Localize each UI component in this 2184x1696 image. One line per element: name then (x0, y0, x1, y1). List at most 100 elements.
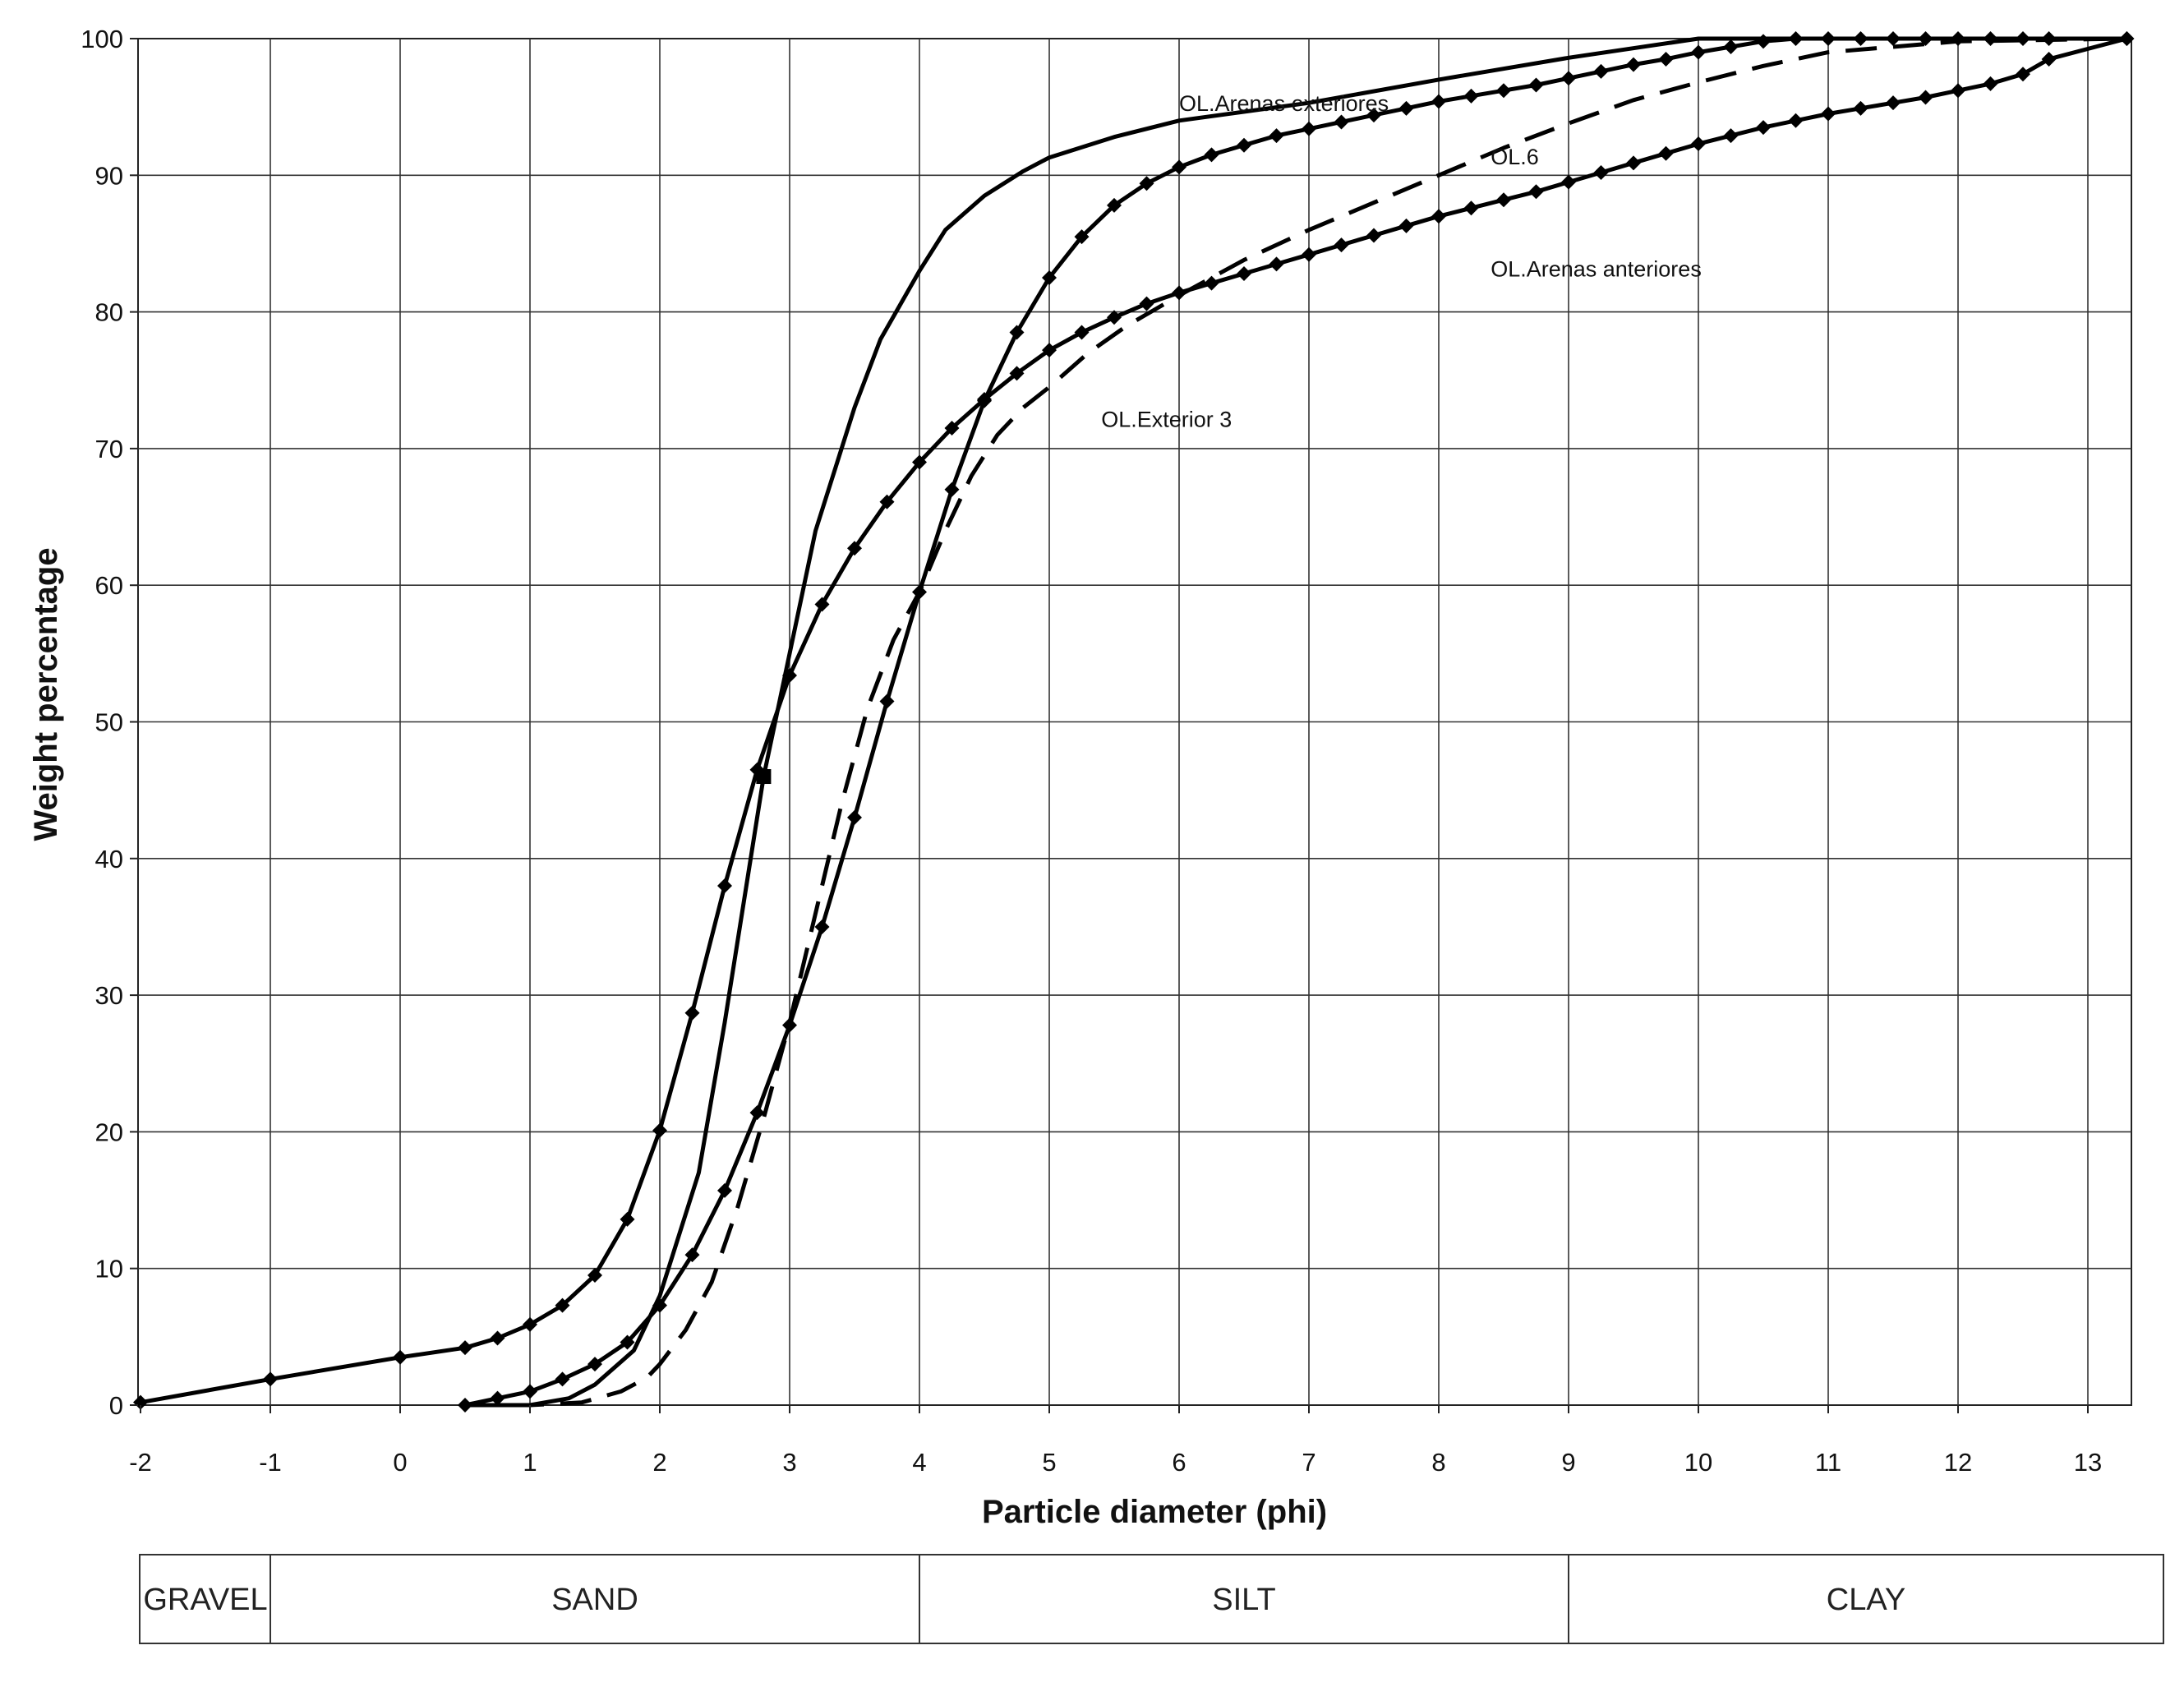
data-point-marker (1593, 63, 1609, 79)
annotations-layer: OL.Arenas exteriores OL.6 OL.Arenas anteri… (1101, 91, 1702, 431)
x-tick-label: 9 (1561, 1448, 1575, 1477)
y-tick-label: 20 (95, 1118, 123, 1146)
data-point-marker (652, 1122, 667, 1138)
data-point-marker (1983, 76, 1998, 91)
y-tick-label: 50 (95, 708, 123, 737)
data-point-marker (814, 597, 830, 612)
x-tick-label: 2 (652, 1448, 666, 1477)
data-point-marker (847, 541, 862, 556)
series-2 (458, 31, 2135, 1413)
data-point-marker (684, 1005, 700, 1021)
data-point-marker (263, 1371, 278, 1387)
series-line (463, 36, 2129, 1408)
data-point-marker (749, 1105, 765, 1121)
x-tick-label: 13 (2074, 1448, 2102, 1477)
x-tick-label: 11 (1815, 1448, 1841, 1477)
y-tick-label: 40 (95, 845, 123, 873)
data-point-marker (1431, 209, 1446, 224)
data-point-marker (1302, 121, 1316, 136)
data-point-marker (1009, 366, 1025, 381)
data-point-marker (879, 494, 895, 509)
data-point-marker (1269, 256, 1284, 272)
y-tick-label: 30 (95, 981, 123, 1010)
data-point-marker (620, 1334, 635, 1350)
grain-class-label: SILT (1212, 1583, 1275, 1617)
x-tick-label: 12 (1944, 1448, 1972, 1477)
data-point-marker (620, 1211, 635, 1227)
data-point-marker (1366, 228, 1381, 243)
data-point-marker (1463, 200, 1479, 216)
data-point-marker (1788, 113, 1804, 128)
data-point-marker (1334, 237, 1349, 253)
data-point-marker (1172, 159, 1186, 175)
grain-class-label: SAND (551, 1583, 638, 1617)
x-tick-label: 8 (1431, 1448, 1445, 1477)
data-point-marker (133, 1394, 148, 1410)
data-point-marker (1886, 95, 1901, 111)
y-tick-label: 0 (109, 1391, 123, 1420)
data-point-marker (1658, 145, 1674, 161)
data-point-marker (1074, 325, 1090, 340)
data-point-marker (782, 667, 797, 683)
data-point-marker (1009, 325, 1025, 340)
data-point-marker (1463, 88, 1479, 104)
x-tick-label: 10 (1684, 1448, 1712, 1477)
data-point-marker (555, 1297, 570, 1313)
data-point-marker (1042, 343, 1057, 358)
series-annotation: OL.Arenas exteriores (1179, 91, 1389, 116)
data-point-marker (1398, 218, 1414, 233)
series-annotation: OL.Exterior 3 (1101, 407, 1232, 431)
data-point-marker (1074, 229, 1090, 245)
y-tick-label: 70 (95, 435, 123, 463)
data-point-marker (1593, 164, 1609, 180)
grain-class-label: CLAY (1827, 1583, 1905, 1617)
data-point-marker (1561, 71, 1576, 86)
data-point-marker (1821, 31, 1836, 46)
data-point-marker (2041, 51, 2057, 67)
data-point-marker (782, 1017, 797, 1033)
data-point-marker (1237, 137, 1251, 153)
data-point-marker (587, 1268, 602, 1284)
x-tick-label: 0 (393, 1448, 407, 1477)
data-point-marker (1496, 192, 1511, 208)
data-point-marker (652, 1297, 667, 1313)
x-tick-label: 7 (1302, 1448, 1315, 1477)
data-point-marker (1496, 83, 1511, 99)
data-point-marker (944, 482, 960, 497)
x-tick-label: 5 (1042, 1448, 1056, 1477)
data-point-marker (1398, 100, 1414, 116)
data-point-marker (458, 1340, 472, 1356)
data-point-marker (1107, 310, 1122, 325)
data-point-marker (523, 1384, 537, 1399)
y-tick-label: 80 (95, 298, 123, 327)
data-point-marker (1172, 285, 1186, 301)
data-point-marker (1951, 83, 1965, 99)
x-tick-label: -2 (129, 1448, 152, 1477)
data-point-marker (977, 392, 992, 408)
data-point-marker (2119, 31, 2135, 46)
y-tick-label: 90 (95, 161, 123, 190)
y-tick-label: 100 (81, 25, 123, 53)
data-point-marker (1691, 44, 1706, 60)
data-point-marker (1269, 128, 1284, 144)
data-point-marker (1139, 176, 1154, 191)
data-point-marker (1821, 106, 1836, 122)
y-tick-label: 60 (95, 571, 123, 600)
data-point-marker (555, 1371, 570, 1387)
x-axis-title: Particle diameter (phi) (982, 1494, 1327, 1530)
series-4 (465, 36, 2127, 1408)
data-point-marker (1237, 266, 1251, 282)
data-point-marker (490, 1330, 505, 1346)
data-point-marker (1788, 31, 1804, 46)
data-point-marker (1626, 155, 1641, 171)
data-point-marker (1658, 51, 1674, 67)
data-point-marker (717, 1182, 732, 1198)
x-tick-label: 6 (1172, 1448, 1186, 1477)
data-point-marker (1366, 108, 1381, 123)
data-point-marker (1302, 247, 1316, 262)
y-axis-title: Weight percentage (28, 547, 64, 841)
data-point-marker (847, 809, 862, 825)
